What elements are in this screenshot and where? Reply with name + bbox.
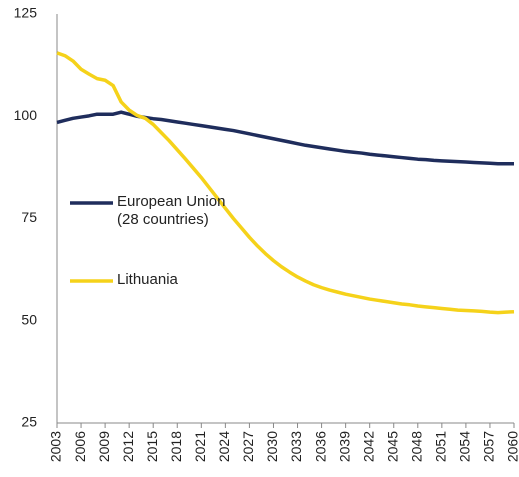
legend-label: Lithuania xyxy=(117,271,178,288)
x-tick-label: 2024 xyxy=(216,431,232,462)
y-tick-label: 50 xyxy=(21,311,37,327)
line-series xyxy=(56,110,514,166)
x-tick-label: 2030 xyxy=(264,431,280,462)
x-tick-label: 2036 xyxy=(312,431,328,462)
y-tick-label: 125 xyxy=(14,5,38,21)
x-tick-label: 2006 xyxy=(72,431,88,462)
x-tick-label: 2021 xyxy=(192,431,208,462)
x-tick-label: 2018 xyxy=(168,431,184,462)
x-tick-label: 2060 xyxy=(505,431,519,462)
x-tick-label: 2033 xyxy=(288,431,304,462)
x-tick-label: 2039 xyxy=(336,431,352,462)
y-tick-label: 75 xyxy=(21,209,37,225)
line-series xyxy=(56,51,515,315)
x-tick-label: 2048 xyxy=(408,431,424,462)
x-tick-label: 2057 xyxy=(481,431,497,462)
y-tick-label: 25 xyxy=(21,414,37,430)
x-tick-label: 2045 xyxy=(384,431,400,462)
x-tick-label: 2054 xyxy=(457,431,473,462)
x-tick-label: 2012 xyxy=(120,431,136,462)
x-tick-label: 2027 xyxy=(240,431,256,462)
x-tick-label: 2042 xyxy=(360,431,376,462)
x-tick-label: 2009 xyxy=(96,431,112,462)
x-tick-label: 2015 xyxy=(144,431,160,462)
x-tick-label: 2051 xyxy=(433,431,449,462)
y-tick-label: 100 xyxy=(14,107,38,123)
legend-label: European Union (28 countries) xyxy=(117,193,226,228)
x-tick-label: 2003 xyxy=(48,431,64,462)
